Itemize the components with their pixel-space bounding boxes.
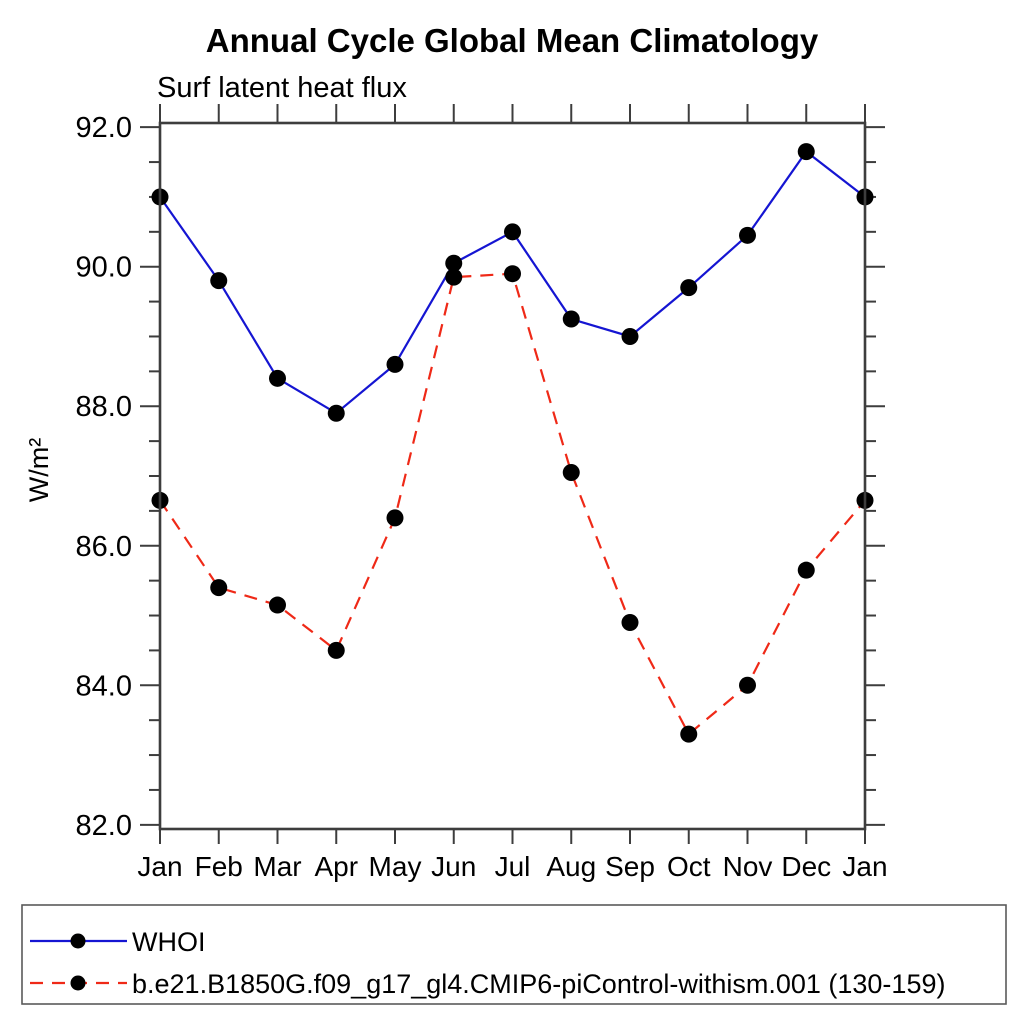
legend-marker-dot bbox=[70, 975, 86, 991]
data-point-model bbox=[680, 725, 698, 743]
data-point-model bbox=[739, 676, 756, 694]
chart-subtitle: Surf latent heat flux bbox=[157, 72, 407, 104]
plot-area: 82.0 84.0 86.0 88.0 90.0 92.0 Jan Feb Mar Apr May J… bbox=[76, 104, 888, 882]
y-tick-label: 84.0 bbox=[76, 670, 132, 702]
x-tick-label: Dec bbox=[781, 851, 831, 882]
x-tick-label: May bbox=[369, 851, 422, 882]
data-point-model bbox=[327, 641, 345, 659]
data-point-model bbox=[562, 464, 580, 482]
data-point-model bbox=[504, 265, 521, 283]
data-point-whoi bbox=[445, 254, 463, 272]
legend-item-model: b.e21.B1850G.f09_g17_gl4.CMIP6-piControl… bbox=[30, 969, 945, 999]
series-line-whoi bbox=[159, 150, 866, 415]
y-tick-label: 82.0 bbox=[76, 810, 132, 842]
y-tick-label: 90.0 bbox=[76, 252, 132, 284]
plot-frame bbox=[158, 121, 867, 831]
data-point-whoi bbox=[386, 355, 404, 373]
data-point-whoi bbox=[327, 404, 345, 422]
data-point-whoi bbox=[680, 279, 698, 297]
data-point-whoi bbox=[210, 272, 228, 290]
x-tick-label: Apr bbox=[314, 851, 358, 882]
y-tick-label: 92.0 bbox=[76, 112, 132, 144]
y-tick-label: 86.0 bbox=[76, 531, 132, 563]
legend-label-model: b.e21.B1850G.f09_g17_gl4.CMIP6-piControl… bbox=[132, 969, 945, 999]
data-point-whoi bbox=[739, 226, 756, 244]
x-tick-label: Jan bbox=[842, 851, 887, 882]
data-point-whoi bbox=[504, 223, 521, 241]
data-point-model bbox=[386, 509, 404, 527]
x-tick-label: Jun bbox=[431, 851, 476, 882]
data-point-whoi bbox=[269, 369, 286, 387]
data-point-model bbox=[797, 561, 815, 579]
legend-box bbox=[21, 904, 1007, 1005]
x-tick-label: Mar bbox=[253, 851, 301, 882]
legend-label-whoi: WHOI bbox=[132, 927, 206, 957]
y-axis-label: W/m² bbox=[24, 438, 54, 502]
x-tick-label: Jul bbox=[495, 851, 531, 882]
y-tick-label: 88.0 bbox=[76, 391, 132, 423]
legend-marker-dot bbox=[70, 933, 86, 949]
data-point-whoi bbox=[797, 143, 815, 161]
legend-item-whoi: WHOI bbox=[30, 927, 206, 957]
x-tick-label: Sep bbox=[605, 851, 655, 882]
data-point-model bbox=[210, 579, 228, 597]
x-tick-label: Jan bbox=[137, 851, 182, 882]
data-point-model bbox=[445, 268, 463, 286]
series-line-model bbox=[159, 272, 866, 736]
data-point-model bbox=[621, 614, 639, 632]
x-tick-label: Aug bbox=[546, 851, 596, 882]
x-tick-label: Oct bbox=[667, 851, 711, 882]
chart-title: Annual Cycle Global Mean Climatology bbox=[206, 22, 819, 59]
x-tick-label: Feb bbox=[195, 851, 243, 882]
data-point-whoi bbox=[562, 310, 580, 328]
data-point-model bbox=[269, 596, 286, 614]
data-point-whoi bbox=[621, 327, 639, 345]
legend: WHOI b.e21.B1850G.f09_g17_gl4.CMIP6-piCo… bbox=[21, 904, 1007, 1005]
x-tick-label: Nov bbox=[723, 851, 773, 882]
